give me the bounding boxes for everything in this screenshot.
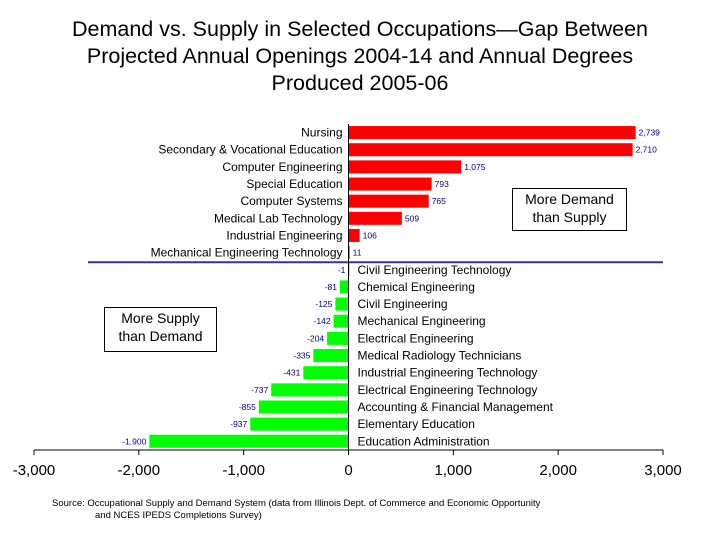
bar-5	[348, 194, 429, 208]
category-label-12: Mechanical Engineering	[358, 314, 486, 328]
data-label-3: 1,075	[464, 162, 486, 172]
more-demand-line-1: More Demand	[525, 191, 614, 207]
bar-18	[250, 417, 349, 431]
category-label-14: Medical Radiology Technicians	[358, 349, 522, 363]
category-label-19: Education Administration	[358, 434, 490, 448]
data-label-13: -204	[307, 333, 324, 343]
data-label-5: 765	[432, 196, 446, 206]
data-label-18: -937	[230, 419, 247, 429]
x-tick-label-3: -1,000	[222, 462, 265, 479]
more-supply-line-2: than Demand	[118, 328, 203, 344]
data-label-7: 106	[363, 230, 377, 240]
bar-6	[348, 211, 402, 225]
data-label-6: 509	[405, 213, 419, 223]
category-label-18: Elementary Education	[358, 417, 475, 431]
data-label-10: -81	[325, 282, 338, 292]
more-supply-line-1: More Supply	[121, 310, 200, 326]
data-label-1: 2,739	[639, 128, 661, 138]
bar-7	[348, 228, 360, 242]
data-label-15: -431	[283, 368, 300, 378]
more-demand-annotation: More Demand than Supply	[512, 188, 627, 231]
x-tick-label-4: 0	[344, 462, 352, 479]
bar-8	[348, 246, 350, 260]
data-label-9: -1	[338, 265, 346, 275]
data-label-19: -1,900	[122, 436, 146, 446]
bar-12	[333, 314, 349, 328]
x-tick-label-2: -2,000	[118, 462, 161, 479]
more-supply-annotation: More Supply than Demand	[104, 307, 217, 352]
chart-title-line-3: Produced 2005-06	[271, 71, 449, 95]
chart-title-line-2: Projected Annual Openings 2004-14 and An…	[86, 44, 634, 68]
source-note: Source: Occupational Supply and Demand S…	[52, 498, 692, 522]
bar-15	[303, 366, 349, 380]
category-label-10: Chemical Engineering	[358, 280, 475, 294]
source-line-2: and NCES IPEDS Completions Survey)	[95, 510, 262, 521]
data-label-4: 793	[435, 179, 449, 189]
category-label-17: Accounting & Financial Management	[358, 400, 554, 414]
bar-11	[335, 297, 349, 311]
source-line-1: Source: Occupational Supply and Demand S…	[52, 498, 541, 509]
data-label-14: -335	[293, 351, 310, 361]
bar-14	[313, 349, 349, 363]
bar-4	[348, 177, 432, 191]
x-tick-label-5: 1,000	[435, 462, 473, 479]
category-label-5: Computer Systems	[240, 194, 342, 208]
category-label-4: Special Education	[246, 177, 342, 191]
category-label-16: Electrical Engineering Technology	[358, 383, 538, 397]
category-label-9: Civil Engineering Technology	[358, 263, 512, 277]
chart-title: Demand vs. Supply in Selected Occupation…	[20, 16, 700, 97]
data-label-17: -855	[239, 402, 256, 412]
x-tick-label-7: 3,000	[644, 462, 682, 479]
category-label-15: Industrial Engineering Technology	[358, 366, 538, 380]
category-label-3: Computer Engineering	[222, 160, 342, 174]
x-tick-label-6: 2,000	[539, 462, 577, 479]
category-label-7: Industrial Engineering	[226, 228, 342, 242]
category-label-8: Mechanical Engineering Technology	[151, 246, 343, 260]
data-label-12: -142	[314, 316, 331, 326]
category-label-1: Nursing	[301, 126, 342, 140]
bar-13	[327, 331, 349, 345]
category-label-6: Medical Lab Technology	[214, 211, 343, 225]
data-label-2: 2,710	[636, 145, 658, 155]
bar-2	[348, 143, 633, 157]
bar-16	[271, 383, 349, 397]
more-demand-line-2: than Supply	[532, 209, 607, 225]
category-label-2: Secondary & Vocational Education	[158, 143, 342, 157]
bar-1	[348, 126, 636, 140]
bar-3	[348, 160, 462, 174]
data-label-8: 11	[353, 248, 362, 258]
data-label-16: -737	[251, 385, 268, 395]
bar-10	[340, 280, 349, 294]
bar-19	[149, 434, 349, 448]
chart-title-line-1: Demand vs. Supply in Selected Occupation…	[71, 17, 649, 41]
data-label-11: -125	[315, 299, 332, 309]
bar-17	[258, 400, 349, 414]
category-label-13: Electrical Engineering	[358, 331, 474, 345]
category-label-11: Civil Engineering	[358, 297, 448, 311]
x-tick-label-1: -3,000	[13, 462, 56, 479]
